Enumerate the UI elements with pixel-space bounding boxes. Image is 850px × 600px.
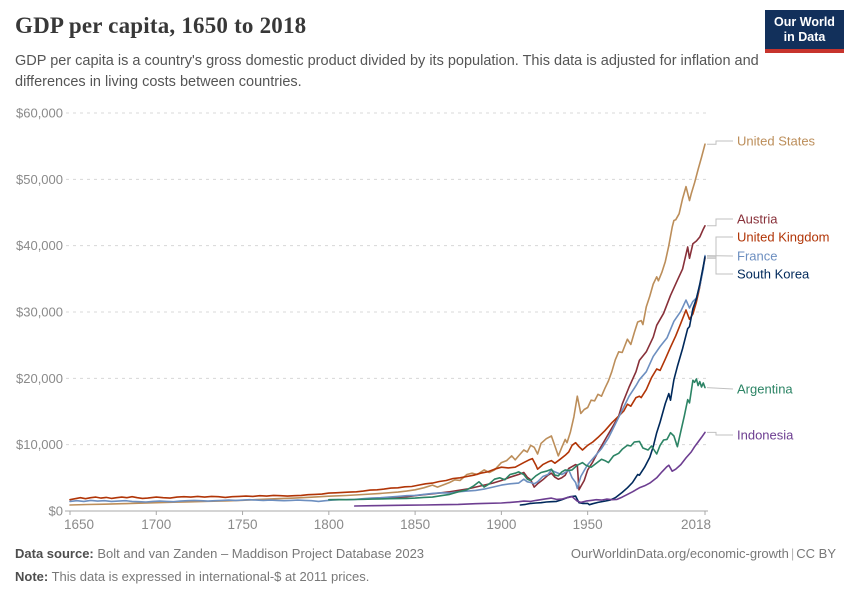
footer-separator: | (790, 546, 795, 561)
note-label: Note: (15, 568, 49, 584)
label-connector-united-kingdom (707, 236, 733, 259)
y-tick-label-30000: $30,000 (16, 305, 63, 320)
series-label-france[interactable]: France (737, 249, 777, 264)
series-label-argentina[interactable]: Argentina (737, 382, 793, 397)
x-tick-label-2018: 2018 (681, 517, 711, 532)
note-text: This data is expressed in international-… (48, 568, 370, 584)
label-connector-indonesia (707, 431, 733, 436)
series-line-france[interactable] (69, 254, 706, 503)
y-tick-label-50000: $50,000 (16, 172, 63, 187)
license-label: CC BY (796, 546, 836, 561)
y-tick-label-20000: $20,000 (16, 371, 63, 386)
page-title: GDP per capita, 1650 to 2018 (15, 13, 307, 38)
label-connector-austria (707, 218, 733, 227)
label-connector-south-korea (707, 256, 733, 275)
series-line-united-kingdom[interactable] (69, 257, 706, 501)
y-tick-label-40000: $40,000 (16, 238, 63, 253)
owid-url-link[interactable]: OurWorldinData.org/economic-growth (570, 546, 789, 561)
data-source-line: Data source: Bolt and van Zanden – Maddi… (15, 543, 424, 566)
owid-logo[interactable]: Our World in Data (765, 10, 844, 53)
series-label-indonesia[interactable]: Indonesia (737, 428, 794, 443)
series-label-united-states[interactable]: United States (737, 134, 816, 149)
y-tick-label-60000: $60,000 (16, 106, 63, 121)
owid-logo-line2: in Data (783, 30, 826, 44)
series-label-united-kingdom[interactable]: United Kingdom (737, 230, 830, 245)
label-connector-united-states (707, 140, 733, 145)
series-line-austria[interactable] (362, 225, 706, 500)
x-tick-label-1750: 1750 (228, 517, 258, 532)
series-line-indonesia[interactable] (353, 431, 706, 507)
x-tick-label-1800: 1800 (314, 517, 344, 532)
label-connector-argentina (706, 387, 734, 390)
chart-footer-link: OurWorldinData.org/economic-growth | CC BY (571, 546, 836, 561)
x-tick-label-1850: 1850 (400, 517, 430, 532)
series-line-argentina[interactable] (328, 378, 706, 501)
chart-footer-notes: Data source: Bolt and van Zanden – Maddi… (15, 543, 424, 589)
x-tick-label-1700: 1700 (141, 517, 171, 532)
series-label-austria[interactable]: Austria (737, 212, 778, 227)
series-line-united-states[interactable] (69, 143, 706, 506)
x-tick-label-1650: 1650 (64, 517, 94, 532)
owid-logo-line1: Our World (774, 15, 835, 29)
note-line: Note: This data is expressed in internat… (15, 566, 424, 589)
series-line-south-korea[interactable] (519, 256, 706, 506)
chart-subtitle: GDP per capita is a country's gross dome… (15, 53, 759, 90)
x-tick-label-1900: 1900 (486, 517, 516, 532)
data-source-label: Data source: (15, 546, 94, 561)
data-source-text: Bolt and van Zanden – Maddison Project D… (93, 546, 425, 561)
x-tick-label-1950: 1950 (573, 517, 603, 532)
series-label-south-korea[interactable]: South Korea (737, 267, 810, 282)
y-tick-label-0: $0 (49, 504, 63, 519)
y-tick-label-10000: $10,000 (16, 437, 63, 452)
